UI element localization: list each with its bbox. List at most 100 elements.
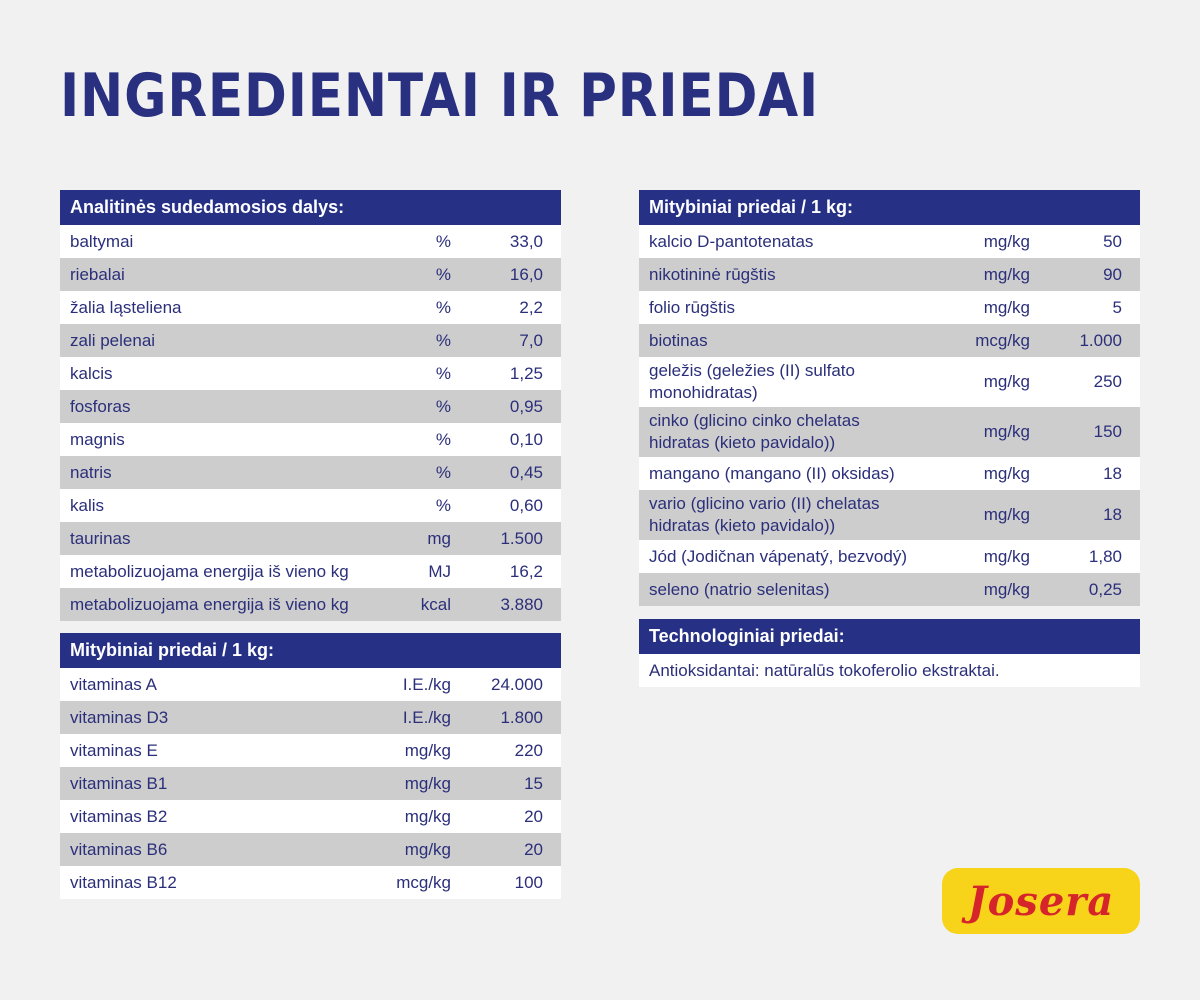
ingredient-unit: mcg/kg: [396, 872, 451, 892]
table-row: fosforas% 0,95: [60, 390, 561, 423]
ingredient-unit: mg/kg: [404, 806, 451, 826]
ingredient-name: vitaminas B2: [70, 806, 168, 826]
ingredient-unit: mg/kg: [983, 231, 1030, 251]
table-row: baltymai% 33,0: [60, 225, 561, 258]
ingredient-value: 24.000: [491, 674, 543, 694]
ingredient-unit: %: [435, 462, 451, 482]
ingredient-value: 7,0: [519, 330, 543, 350]
table-row: zali pelenai% 7,0: [60, 324, 561, 357]
ingredient-value: 20: [524, 806, 543, 826]
table-row: kalcio D-pantotenatas mg/kg 50: [639, 225, 1140, 258]
ingredient-name: geležis (geležies (II) sulfato monohidra…: [649, 361, 855, 402]
ingredient-unit: mg/kg: [404, 839, 451, 859]
ingredient-unit: %: [435, 231, 451, 251]
ingredient-value: 1.500: [500, 528, 543, 548]
table-row: kalcis% 1,25: [60, 357, 561, 390]
ingredient-name: vitaminas B12: [70, 872, 177, 892]
ingredient-unit: mg/kg: [983, 463, 1030, 483]
table-row: seleno (natrio selenitas) mg/kg 0,25: [639, 573, 1140, 606]
ingredient-name: vitaminas A: [70, 674, 157, 694]
ingredient-unit: mg/kg: [983, 422, 1030, 441]
ingredient-unit: mg: [427, 528, 451, 548]
ingredient-name: Jód (Jodičnan vápenatý, bezvodý): [649, 546, 907, 566]
ingredient-name: nikotininė rūgštis: [649, 264, 776, 284]
ingredient-name: magnis: [70, 429, 125, 449]
table-row: biotinas mcg/kg 1.000: [639, 324, 1140, 357]
ingredient-value: 1.000: [1079, 330, 1122, 350]
ingredient-value: 0,95: [509, 396, 543, 416]
josera-logo-text: Josera: [967, 877, 1115, 925]
ingredient-unit: mg/kg: [983, 372, 1030, 391]
table-row: natris% 0,45: [60, 456, 561, 489]
ingredient-name: vitaminas E: [70, 740, 158, 760]
table-row: Jód (Jodičnan vápenatý, bezvodý) mg/kg 1,8…: [639, 540, 1140, 573]
table-row: vitaminas B12 mcg/kg 100: [60, 866, 561, 899]
table-row: vitaminas D3 I.E./kg 1.800: [60, 701, 561, 734]
table-row: vitaminas B6 mg/kg 20: [60, 833, 561, 866]
ingredient-value: 0,25: [1088, 579, 1122, 599]
ingredient-name: metabolizuojama energija iš vieno kg: [70, 594, 349, 614]
ingredient-value: 3.880: [500, 594, 543, 614]
ingredient-name: zali pelenai: [70, 330, 156, 350]
table-row: geležis (geležies (II) sulfato monohidra…: [639, 357, 1140, 407]
ingredient-unit: I.E./kg: [402, 674, 451, 694]
ingredient-value: 0,45: [509, 462, 543, 482]
ingredient-value: 15: [524, 773, 543, 793]
table-row: kalis% 0,60: [60, 489, 561, 522]
ingredient-name: fosforas: [70, 396, 131, 416]
ingredient-unit: I.E./kg: [402, 707, 451, 727]
analytical-constituents-header: Analitinės sudedamosios dalys:: [60, 190, 561, 225]
ingredient-name: riebalai: [70, 264, 125, 284]
ingredient-name: kalcis: [70, 363, 113, 383]
table-row: metabolizuojama energija iš vieno kg MJ 16…: [60, 555, 561, 588]
vitamins-header: Mitybiniai priedai / 1 kg:: [60, 633, 561, 668]
ingredient-name: vario (glicino vario (II) chelatas hidra…: [649, 494, 880, 535]
ingredient-unit: mg/kg: [983, 505, 1030, 524]
analytical-constituents-rows: baltymai% 33,0 riebalai% 16,0 žalia ląstelie…: [60, 225, 561, 621]
josera-logo: Josera: [942, 868, 1140, 934]
ingredient-value: 50: [1103, 231, 1122, 251]
table-row: žalia ląsteliena% 2,2: [60, 291, 561, 324]
ingredient-unit: MJ: [428, 561, 451, 581]
ingredient-unit: %: [435, 297, 451, 317]
table-row: vitaminas B1 mg/kg 15: [60, 767, 561, 800]
ingredient-unit: kcal: [420, 594, 451, 614]
vitamins-rows: vitaminas A I.E./kg 24.000 vitaminas D3 I.E.…: [60, 668, 561, 899]
technological-additives-table: Technologiniai priedai: Antioksidantai: …: [639, 619, 1140, 687]
page-title: INGREDIENTAI IR PRIEDAI: [60, 61, 820, 131]
ingredient-name: biotinas: [649, 330, 708, 350]
ingredient-unit: %: [435, 330, 451, 350]
table-row: riebalai% 16,0: [60, 258, 561, 291]
ingredient-name: seleno (natrio selenitas): [649, 579, 830, 599]
ingredient-name: vitaminas D3: [70, 707, 169, 727]
table-row: mangano (mangano (II) oksidas) mg/kg 18: [639, 457, 1140, 490]
nutritional-additives-header: Mitybiniai priedai / 1 kg:: [639, 190, 1140, 225]
table-row: folio rūgštis mg/kg 5: [639, 291, 1140, 324]
ingredient-unit: mg/kg: [404, 740, 451, 760]
ingredient-value: 90: [1103, 264, 1122, 284]
technological-additives-text: Antioksidantai: natūralūs tokoferolio ek…: [639, 654, 1140, 687]
ingredient-value: 16,2: [509, 561, 543, 581]
ingredient-unit: mg/kg: [404, 773, 451, 793]
ingredient-name: baltymai: [70, 231, 134, 251]
ingredient-name: kalcio D-pantotenatas: [649, 231, 814, 251]
table-row: nikotininė rūgštis mg/kg 90: [639, 258, 1140, 291]
ingredient-value: 16,0: [509, 264, 543, 284]
ingredient-value: 5: [1112, 297, 1122, 317]
ingredient-value: 20: [524, 839, 543, 859]
ingredient-value: 1,80: [1088, 546, 1122, 566]
ingredient-unit: mg/kg: [983, 264, 1030, 284]
ingredient-value: 220: [514, 740, 543, 760]
table-row: vitaminas B2 mg/kg 20: [60, 800, 561, 833]
ingredient-value: 250: [1093, 372, 1122, 391]
ingredient-value: 150: [1093, 422, 1122, 441]
ingredient-unit: %: [435, 495, 451, 515]
table-row: magnis% 0,10: [60, 423, 561, 456]
table-row: cinko (glicino cinko chelatas hidratas (…: [639, 407, 1140, 457]
ingredient-value: 0,10: [509, 429, 543, 449]
table-row: vitaminas E mg/kg 220: [60, 734, 561, 767]
ingredient-name: metabolizuojama energija iš vieno kg: [70, 561, 349, 581]
ingredient-unit: mg/kg: [983, 297, 1030, 317]
ingredient-name: žalia ląsteliena: [70, 297, 182, 317]
ingredient-name: vitaminas B6: [70, 839, 168, 859]
